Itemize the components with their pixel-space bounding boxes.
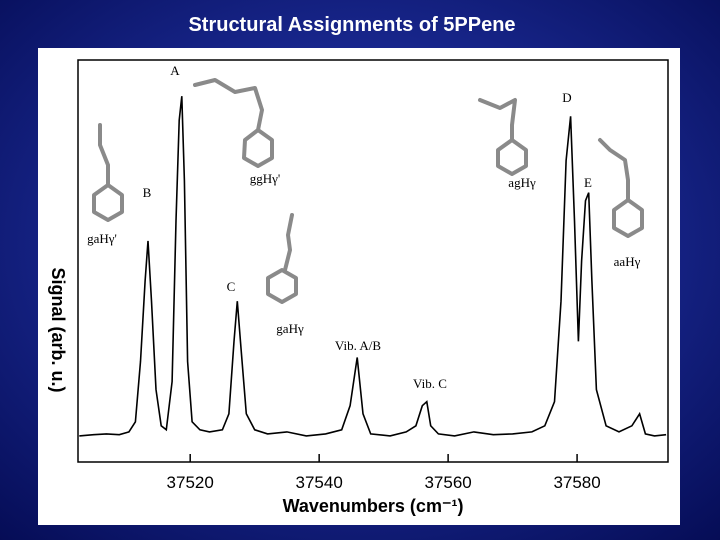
x-tick-label: 37540 — [296, 473, 343, 492]
x-tick-label: 37560 — [424, 473, 471, 492]
x-tick-label: 37580 — [553, 473, 600, 492]
molecules — [92, 78, 644, 304]
annotation: Vib. A/B — [335, 338, 382, 353]
annotation: gaHγ — [276, 321, 304, 336]
x-tick-label: 37520 — [167, 473, 214, 492]
annotation: A — [170, 63, 180, 78]
annotation: Vib. C — [413, 376, 447, 391]
annotation: gaHγ' — [87, 231, 117, 246]
annotation: E — [584, 175, 592, 190]
annotation: C — [227, 279, 236, 294]
annotation: B — [143, 185, 152, 200]
slide-title: Structural Assignments of 5PPene — [188, 14, 515, 36]
figure-panel — [38, 48, 680, 525]
plot-frame — [77, 59, 669, 463]
spectrum-line — [79, 96, 667, 437]
annotation: D — [562, 90, 571, 105]
annotation: aaHγ — [614, 254, 641, 269]
y-axis-label: Signal (arb. u.) — [48, 267, 68, 392]
x-axis-label: Wavenumbers (cm⁻¹) — [283, 496, 464, 516]
annotation: agHγ — [508, 175, 536, 190]
annotation: ggHγ' — [250, 171, 280, 186]
